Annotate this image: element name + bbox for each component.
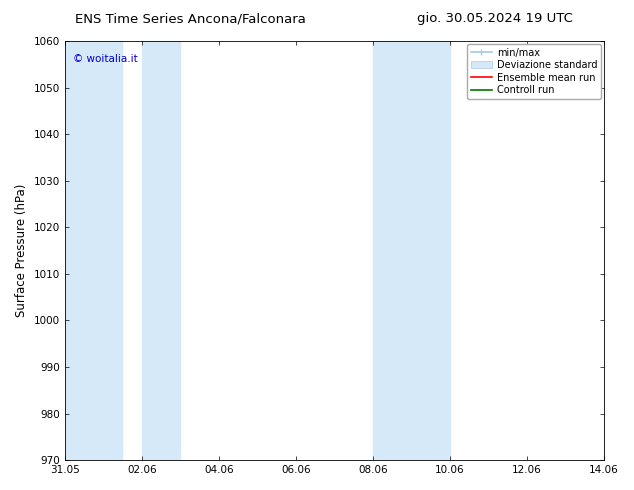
Bar bbox=[411, 41, 450, 460]
Bar bbox=[604, 41, 623, 460]
Bar bbox=[373, 41, 411, 460]
Legend: min/max, Deviazione standard, Ensemble mean run, Controll run: min/max, Deviazione standard, Ensemble m… bbox=[467, 44, 601, 99]
Y-axis label: Surface Pressure (hPa): Surface Pressure (hPa) bbox=[15, 184, 28, 318]
Bar bbox=[142, 41, 180, 460]
Text: gio. 30.05.2024 19 UTC: gio. 30.05.2024 19 UTC bbox=[417, 12, 573, 25]
Bar bbox=[65, 41, 122, 460]
Text: © woitalia.it: © woitalia.it bbox=[73, 53, 138, 64]
Text: ENS Time Series Ancona/Falconara: ENS Time Series Ancona/Falconara bbox=[75, 12, 306, 25]
